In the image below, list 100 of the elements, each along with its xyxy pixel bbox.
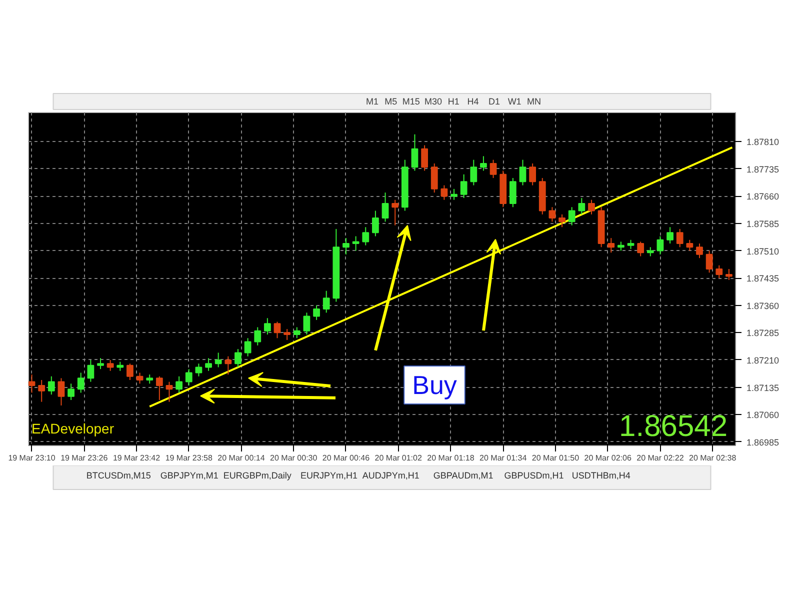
candlestick — [372, 210, 379, 237]
candlestick — [578, 198, 586, 215]
candlestick — [264, 318, 271, 335]
candlestick — [490, 159, 497, 179]
text: M1 — [366, 96, 379, 106]
x-tick-label: 20 Mar 02:38 — [689, 454, 737, 462]
candlestick — [244, 338, 252, 357]
candlestick — [234, 348, 242, 368]
text: GBPUSDm,H1 — [504, 470, 564, 480]
candlestick — [421, 144, 428, 172]
candlestick — [195, 363, 202, 377]
candlestick — [293, 326, 300, 339]
candlestick — [726, 268, 732, 280]
y-tick-label: 1.87135 — [746, 382, 780, 393]
candlestick — [116, 361, 124, 372]
x-tick-label: 20 Mar 01:18 — [427, 454, 475, 462]
candlestick — [637, 241, 644, 257]
candlestick — [126, 363, 134, 380]
candlestick — [284, 328, 291, 340]
annotation: Buy — [412, 370, 457, 400]
candlestick — [313, 304, 320, 320]
text: M15 — [402, 96, 420, 106]
candlestick — [519, 159, 526, 186]
y-tick-label: 1.87435 — [746, 274, 780, 284]
x-tick-label: 20 Mar 00:30 — [270, 454, 318, 462]
candlestick — [646, 246, 654, 257]
candlestick — [48, 376, 55, 396]
x-tick-label: 20 Mar 00:46 — [322, 454, 370, 462]
candlestick — [352, 236, 360, 252]
candlestick — [656, 236, 664, 255]
annotation: EADeveloper — [32, 420, 114, 437]
candlestick — [392, 199, 399, 226]
y-tick-label: 1.87585 — [746, 219, 780, 229]
text: MN — [527, 96, 542, 106]
x-tick-label: 19 Mar 23:10 — [8, 454, 56, 462]
candlestick — [254, 326, 262, 346]
candlestick — [617, 241, 624, 252]
candlestick — [470, 159, 478, 186]
y-tick-label: 1.87660 — [746, 192, 780, 202]
candlestick — [686, 239, 694, 252]
text: GBPAUDm,M1 — [433, 470, 494, 480]
x-tick-label: 20 Mar 01:02 — [374, 454, 422, 462]
text: EURGBPm,Daily — [223, 470, 292, 480]
candlestick — [146, 374, 154, 384]
candlestick — [342, 238, 350, 255]
candlestick — [136, 372, 144, 384]
candlestick — [106, 359, 114, 372]
text: USDTHBm,H4 — [572, 470, 630, 480]
candlestick — [529, 162, 536, 186]
y-tick-label: 1.87735 — [746, 164, 780, 174]
x-tick-label: 20 Mar 01:34 — [480, 454, 528, 462]
text: H4 — [467, 96, 479, 106]
candlestick — [460, 174, 468, 199]
candlestick — [558, 214, 566, 228]
candlestick — [185, 368, 192, 386]
x-tick-label: 20 Mar 02:06 — [584, 454, 632, 462]
x-tick-label: 19 Mar 23:26 — [60, 454, 108, 462]
text: M30 — [424, 96, 442, 106]
candlestick — [608, 238, 615, 254]
candlestick — [548, 206, 556, 222]
x-tick-label: 19 Mar 23:58 — [165, 454, 214, 462]
candlestick — [362, 226, 370, 246]
candlestick — [382, 192, 389, 222]
candlestick — [166, 381, 173, 402]
candlestick — [716, 264, 723, 279]
annotation: 1.86542 — [619, 410, 728, 444]
text: M5 — [384, 96, 398, 106]
x-tick-label: 19 Mar 23:42 — [112, 454, 161, 462]
y-tick-label: 1.86985 — [746, 437, 780, 448]
candlestick — [87, 359, 94, 382]
candlestick — [480, 156, 487, 172]
y-tick-label: 1.87360 — [746, 300, 780, 311]
candlestick — [156, 376, 163, 401]
candlestick — [509, 178, 516, 208]
text: AUDJPYm,H1 — [362, 470, 420, 480]
candlestick — [627, 239, 634, 250]
candlestick — [274, 321, 281, 339]
y-tick-label: 1.87510 — [746, 246, 780, 256]
candlestick — [666, 226, 674, 244]
candlestick — [214, 352, 222, 368]
x-tick-label: 20 Mar 00:14 — [218, 454, 266, 462]
candlestick — [224, 356, 232, 376]
candlestick — [588, 199, 595, 215]
candlestick — [676, 228, 684, 248]
y-tick-label: 1.87810 — [746, 137, 780, 148]
candlestick — [303, 312, 310, 335]
candlestick — [696, 243, 703, 259]
text: H1 — [448, 96, 460, 106]
y-tick-label: 1.87210 — [746, 355, 780, 366]
candlestick — [205, 358, 212, 372]
candlestick — [38, 379, 46, 402]
candlestick — [322, 290, 330, 314]
candlestick — [430, 162, 438, 194]
text: GBPJPYm,M1 — [160, 470, 218, 480]
y-tick-label: 1.87060 — [746, 410, 780, 420]
candlestick — [450, 188, 458, 200]
text: BTCUSDm,M15 — [86, 470, 151, 480]
x-tick-label: 20 Mar 02:22 — [636, 454, 684, 462]
x-tick-label: 20 Mar 01:50 — [532, 454, 580, 462]
y-tick-label: 1.87285 — [746, 328, 780, 338]
